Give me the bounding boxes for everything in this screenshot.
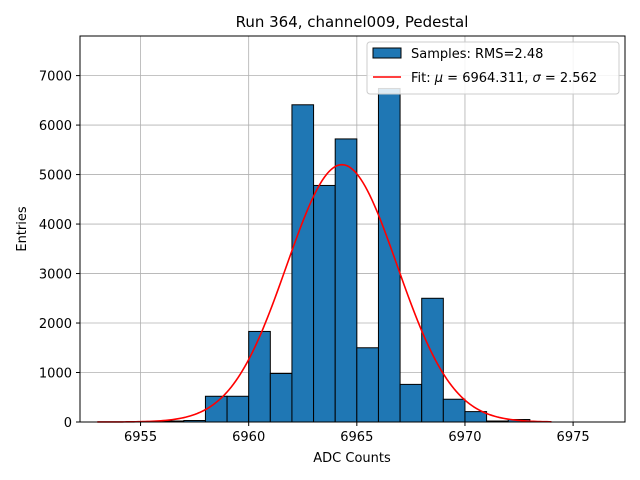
x-tick-label: 6960 xyxy=(232,430,265,445)
y-tick-label: 7000 xyxy=(39,70,72,85)
x-tick-label: 6965 xyxy=(340,430,373,445)
x-tick-label: 6970 xyxy=(448,430,481,445)
fit-label-mu: μ xyxy=(434,71,443,86)
histogram-bar xyxy=(442,398,466,423)
x-tick-label: 6955 xyxy=(124,430,157,445)
x-axis-ticks: 6955 6960 6965 6970 6975 xyxy=(124,422,590,445)
histogram-bar xyxy=(377,87,401,423)
histogram-bar xyxy=(464,411,488,423)
y-tick-label: 5000 xyxy=(39,169,72,184)
histogram-bar xyxy=(356,347,379,423)
fit-label-suffix: = 2.562 xyxy=(541,71,597,86)
plot-frame xyxy=(79,35,626,423)
y-axis-ticks: 0 1000 2000 3000 4000 5000 6000 7000 xyxy=(39,70,80,431)
histogram-bar xyxy=(248,330,271,423)
x-axis-label: ADC Counts xyxy=(313,451,391,466)
fit-label-prefix: Fit: xyxy=(411,71,435,86)
histogram-bar xyxy=(421,297,444,423)
histogram-bar xyxy=(226,395,250,423)
y-tick-label: 6000 xyxy=(39,119,72,134)
y-axis-label: Entries xyxy=(15,206,30,252)
y-tick-label: 3000 xyxy=(39,268,72,283)
x-tick-label: 6975 xyxy=(557,430,590,445)
y-tick-label: 0 xyxy=(64,416,72,431)
legend-box xyxy=(366,41,620,95)
histogram-bars xyxy=(161,87,531,423)
legend-label-fit: Fit: μ = 6964.311, σ = 2.562 xyxy=(411,71,597,86)
legend: Samples: RMS=2.48 Fit: μ = 6964.311, σ =… xyxy=(366,41,620,95)
legend-swatch-samples xyxy=(372,47,402,59)
y-tick-label: 1000 xyxy=(39,367,72,382)
fit-curve xyxy=(97,163,552,423)
histogram-bar xyxy=(291,104,315,423)
histogram-bar xyxy=(269,373,293,423)
y-tick-label: 4000 xyxy=(39,218,72,233)
fit-label-mid: = 6964.311, xyxy=(443,71,532,86)
fit-label-sigma: σ xyxy=(533,71,542,86)
chart-title: Run 364, channel009, Pedestal xyxy=(236,13,469,31)
histogram-bar xyxy=(399,383,423,423)
histogram-bar xyxy=(334,138,358,423)
legend-label-samples: Samples: RMS=2.48 xyxy=(411,47,543,62)
histogram-bar xyxy=(313,184,336,423)
y-tick-label: 2000 xyxy=(39,317,72,332)
histogram-bar xyxy=(204,395,228,423)
